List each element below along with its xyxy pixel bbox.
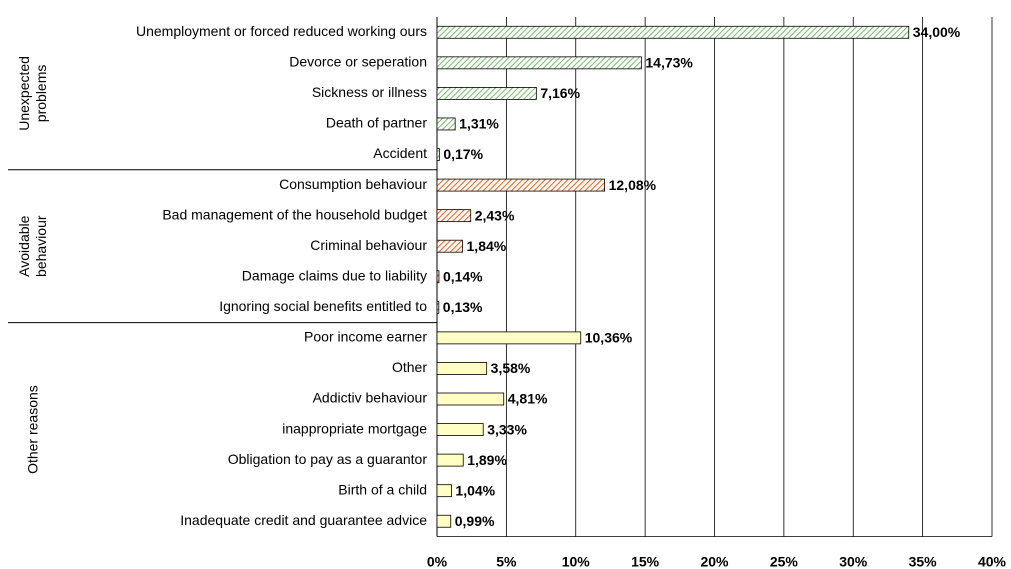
value-label: 12,08% [609,177,657,193]
bar [436,56,642,70]
x-tick-label: 0% [427,554,448,569]
value-label: 1,89% [467,452,507,468]
bar [436,514,452,528]
value-label: 0,13% [443,299,483,315]
value-label: 1,84% [467,238,507,254]
x-tick-label: 15% [631,554,660,569]
value-label: 0,17% [443,146,483,162]
value-label: 7,16% [540,85,580,101]
bar [436,392,505,406]
bar [436,87,537,100]
value-label: 0,99% [455,513,495,529]
category-label: Poor income earner [304,329,427,345]
group-label: Avoidable [16,215,32,276]
x-tick-label: 5% [496,554,517,569]
bar [436,423,484,436]
value-label: 4,81% [508,391,548,407]
x-tick-label: 25% [770,554,799,569]
value-label: 1,31% [459,116,499,132]
x-tick-label: 10% [562,554,591,569]
value-label: 1,04% [455,482,495,498]
x-tick-label: 30% [839,554,868,569]
category-label: Damage claims due to liability [242,267,427,283]
category-label: inappropriate mortgage [282,420,427,436]
category-label: Obligation to pay as a guarantor [228,451,428,467]
x-tick-label: 20% [700,554,729,569]
bar [436,209,472,223]
value-label: 34,00% [913,24,961,40]
value-label: 14,73% [645,55,693,71]
value-label: 3,33% [487,421,527,437]
category-label: Addictiv behaviour [313,390,428,406]
group-label: Other reasons [25,385,41,474]
x-tick-label: 35% [909,554,938,569]
bar [436,239,463,253]
bar [436,453,464,467]
category-label: Ignoring social benefits entitled to [219,298,427,314]
category-label: Unemployment or forced reduced working o… [136,23,427,39]
bar [436,362,488,375]
bar [436,270,440,284]
bar [436,484,452,498]
group-label: problems [33,65,49,123]
category-label: Other [392,359,427,375]
group-label: behaviour [33,215,49,277]
bar [436,117,456,131]
category-label: Birth of a child [338,481,427,497]
category-label: Inadequate credit and guarantee advice [180,512,427,528]
bar [436,178,606,192]
value-label: 10,36% [585,330,633,346]
category-label: Criminal behaviour [310,237,427,253]
category-label: Death of partner [326,115,428,131]
bar [436,25,910,39]
category-label: Consumption behaviour [279,176,427,192]
group-label: Unexpected [16,56,32,131]
category-label: Sickness or illness [312,84,427,100]
category-label: Devorce or seperation [289,54,427,70]
bar [436,331,582,345]
category-label: Bad management of the household budget [162,206,427,222]
category-label: Accident [373,145,427,161]
value-label: 0,14% [443,268,483,284]
value-label: 3,58% [491,360,531,376]
bar [436,148,440,161]
value-label: 2,43% [475,207,515,223]
x-tick-label: 40% [978,554,1007,569]
bar [436,300,440,314]
